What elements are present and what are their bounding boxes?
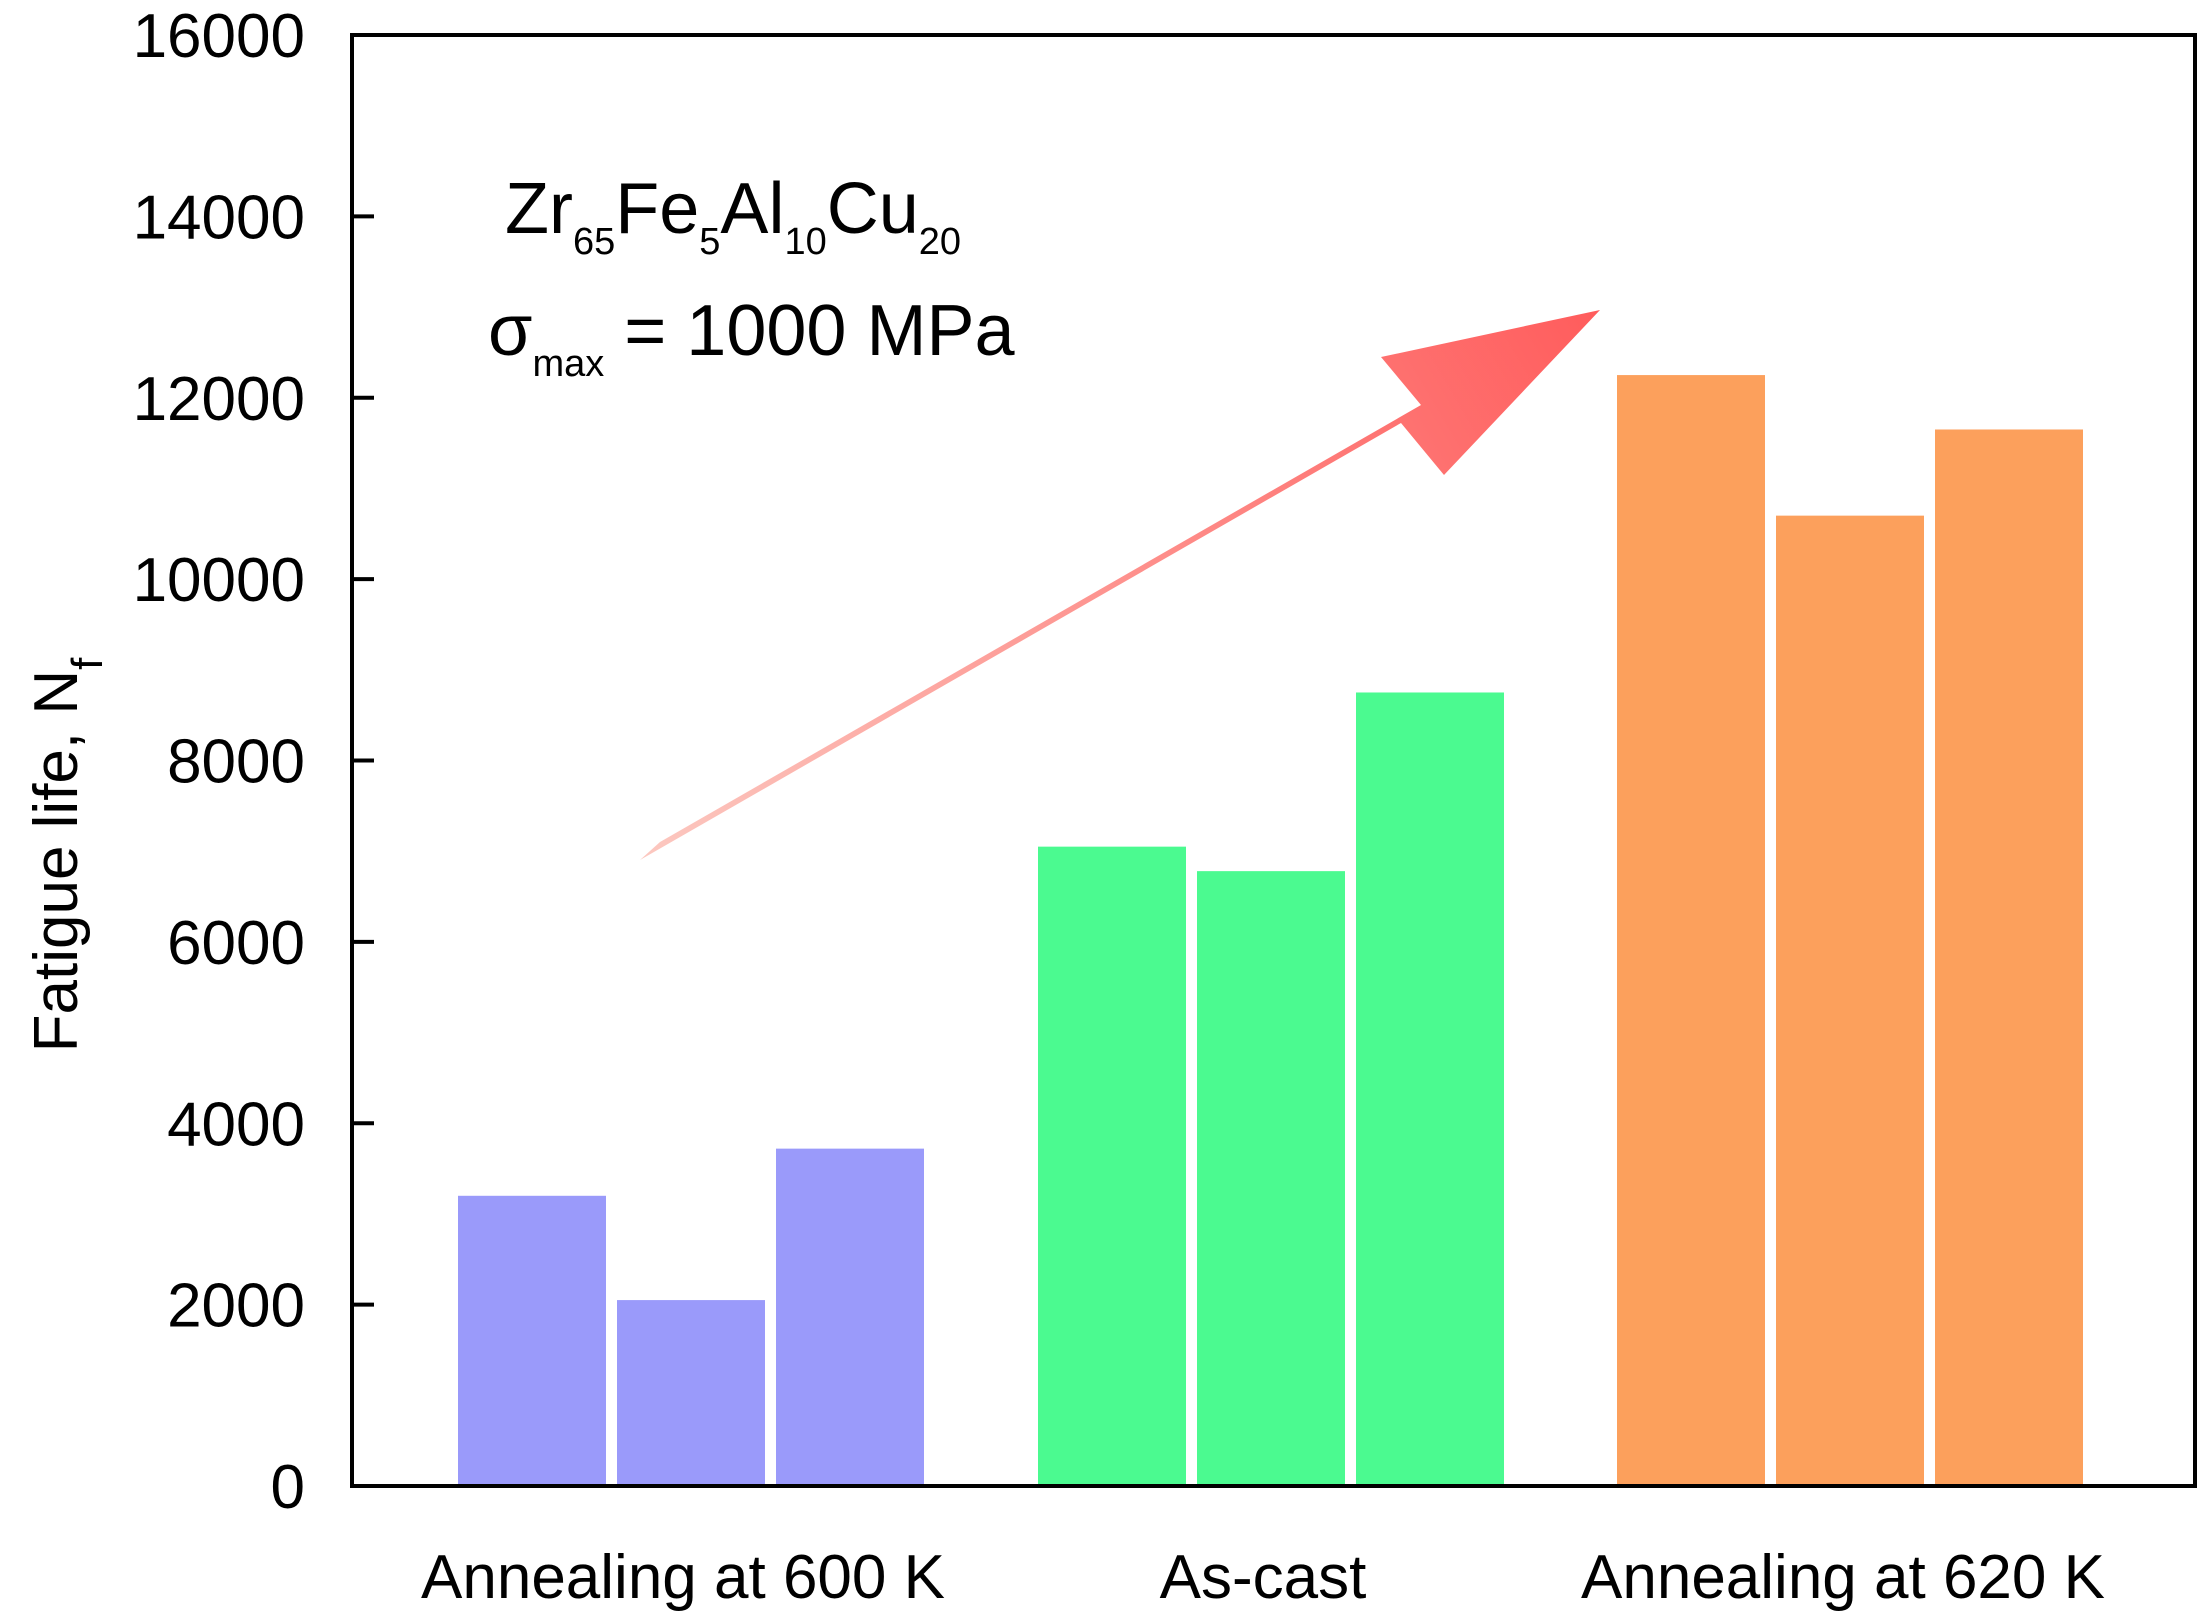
composition-part-6: Cu [827, 169, 919, 249]
y-tick-label-6: 12000 [133, 365, 305, 434]
x-category-label-2: As-cast [1160, 1543, 1367, 1612]
y-tick-label-7: 14000 [133, 183, 305, 252]
x-category-label-1: Annealing at 600 K [421, 1543, 945, 1612]
y-tick-label-4: 8000 [167, 728, 305, 797]
bar-2-3 [1356, 692, 1504, 1486]
composition-part-5: 10 [784, 221, 826, 263]
trend-arrow [640, 310, 1600, 860]
y-tick-label-1: 2000 [167, 1272, 305, 1341]
y-axis-title-main: Fatigue life, N [22, 670, 91, 1053]
y-tick-label-2: 4000 [167, 1090, 305, 1159]
y-tick-label-5: 10000 [133, 546, 305, 615]
x-category-label-3: Annealing at 620 K [1581, 1543, 2105, 1612]
composition-part-4: Al [720, 169, 784, 249]
bar-1-1 [458, 1195, 606, 1486]
bar-2-2 [1197, 871, 1345, 1486]
composition-annotation: Zr65Fe5Al10Cu20 [505, 169, 961, 263]
bar-1-2 [617, 1300, 765, 1486]
stress-annotation: σmax = 1000 MPa [488, 291, 1015, 385]
bars-layer [458, 375, 2083, 1487]
y-tick-label-3: 6000 [167, 909, 305, 978]
bar-3-3 [1935, 429, 2083, 1487]
y-axis-title: Fatigue life, Nf [22, 657, 112, 1053]
axes-layer: 0 2000 4000 6000 8000 10000 12000 14000 16000 Ann… [133, 2, 2197, 1612]
stress-value: = 1000 MPa [604, 291, 1015, 371]
stress-symbol: σ [488, 291, 532, 371]
bar-3-1 [1617, 375, 1765, 1486]
composition-part-1: 65 [573, 221, 615, 263]
composition-part-2: Fe [615, 169, 699, 249]
y-axis-title-subscript: f [63, 657, 112, 670]
bar-3-2 [1776, 515, 1924, 1486]
composition-part-3: 5 [699, 221, 720, 263]
bar-1-3 [776, 1148, 924, 1486]
stress-subscript: max [532, 343, 604, 385]
composition-part-0: Zr [505, 169, 573, 249]
y-tick-label-0: 0 [271, 1453, 305, 1522]
composition-part-7: 20 [919, 221, 961, 263]
y-tick-label-8: 16000 [133, 2, 305, 71]
bar-2-1 [1038, 846, 1186, 1486]
